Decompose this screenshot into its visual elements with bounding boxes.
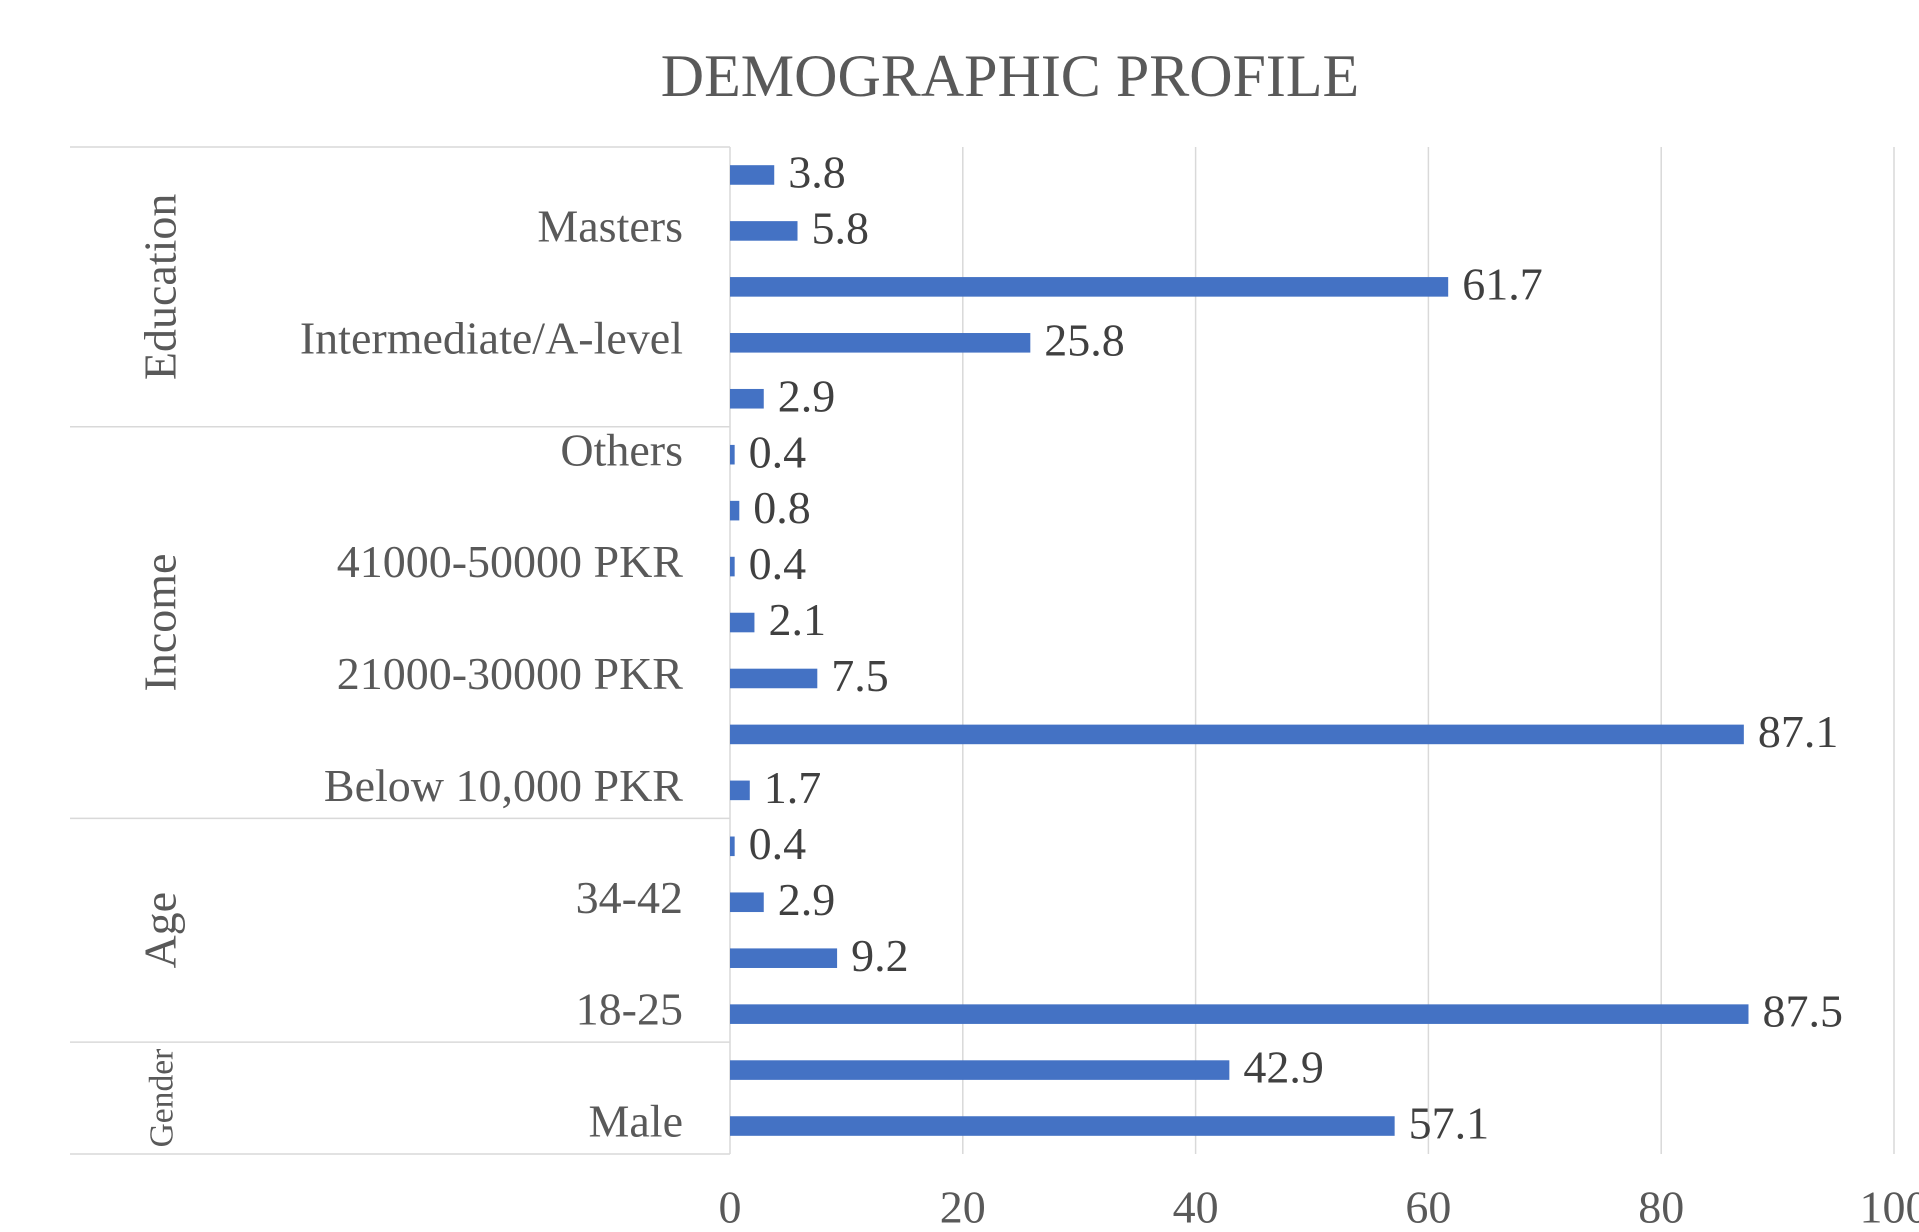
y-tick-label: Others — [560, 424, 683, 475]
value-label: 2.9 — [778, 370, 836, 421]
value-label: 57.1 — [1409, 1098, 1490, 1149]
value-label: 0.4 — [749, 538, 807, 589]
value-label: 25.8 — [1044, 314, 1125, 365]
bar — [730, 612, 755, 633]
value-label: 2.1 — [768, 594, 826, 645]
bar — [730, 948, 838, 968]
group-label: Age — [135, 892, 186, 969]
y-tick-label: Below 10,000 PKR — [324, 760, 683, 811]
bar — [730, 1004, 1749, 1024]
bar — [730, 724, 1744, 745]
y-tick-label: 21000-30000 PKR — [337, 648, 684, 699]
bar — [730, 333, 1031, 353]
y-tick-label: 41000-50000 PKR — [337, 536, 684, 587]
group-label: Gender — [144, 1049, 181, 1148]
bar — [730, 780, 750, 801]
y-tick-label: 34-42 — [576, 872, 683, 923]
value-label: 87.5 — [1763, 986, 1844, 1037]
bar — [730, 388, 764, 409]
bar — [730, 500, 740, 521]
bar — [730, 892, 764, 913]
x-tick-label: 100 — [1860, 1182, 1919, 1232]
value-label: 3.8 — [788, 147, 846, 198]
bar — [730, 836, 735, 857]
value-label: 1.7 — [764, 762, 822, 813]
y-tick-label: Masters — [537, 200, 683, 251]
y-tick-label: Male — [588, 1096, 683, 1147]
x-tick-label: 40 — [1173, 1182, 1219, 1232]
value-label: 7.5 — [831, 650, 889, 701]
value-label: 0.4 — [749, 818, 807, 869]
group-label: Income — [135, 554, 186, 692]
bar — [730, 1116, 1395, 1136]
x-tick-label: 80 — [1638, 1182, 1684, 1232]
y-tick-label: 18-25 — [576, 984, 683, 1035]
x-tick-label: 20 — [940, 1182, 986, 1232]
value-label: 2.9 — [778, 874, 836, 925]
value-label: 0.4 — [749, 426, 807, 477]
bar — [730, 1060, 1230, 1080]
bar — [730, 668, 818, 689]
bar — [730, 277, 1449, 297]
y-tick-label: Intermediate/A-level — [300, 312, 683, 363]
x-tick-label: 0 — [719, 1182, 742, 1232]
bar — [730, 556, 735, 577]
group-label: Education — [135, 194, 186, 381]
value-label: 9.2 — [851, 930, 909, 981]
value-label: 61.7 — [1462, 258, 1543, 309]
bar — [730, 444, 735, 465]
value-label: 42.9 — [1243, 1042, 1324, 1093]
x-tick-label: 60 — [1405, 1182, 1451, 1232]
bar — [730, 221, 798, 241]
chart-title: DEMOGRAPHIC PROFILE — [661, 43, 1359, 109]
value-label: 87.1 — [1758, 706, 1839, 757]
bar — [730, 165, 775, 185]
value-label: 5.8 — [812, 202, 870, 253]
value-label: 0.8 — [753, 482, 811, 533]
